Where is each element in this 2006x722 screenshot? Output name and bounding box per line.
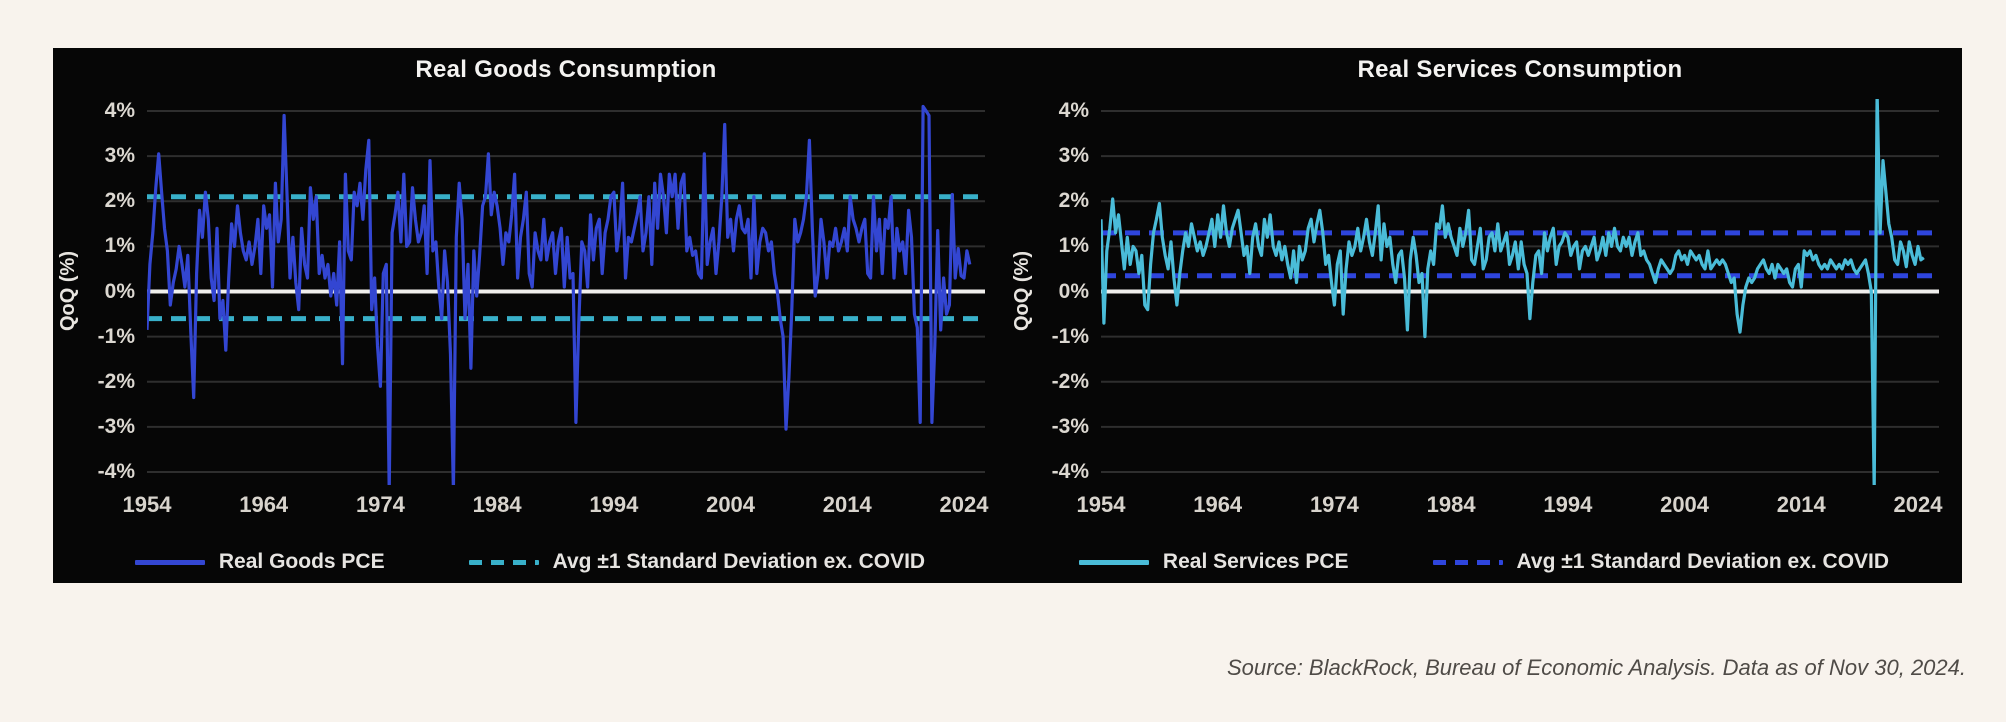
services-plot-area	[1101, 99, 1939, 485]
y-tick-label: -1%	[97, 324, 135, 348]
y-tick-label: 3%	[104, 144, 135, 168]
services-stdev-swatch	[1432, 559, 1503, 565]
legend-item-services-pce: Real Services PCE	[1078, 550, 1349, 574]
x-tick-label: 2014	[1776, 492, 1826, 517]
chart-panel: Real Goods Consumption QoQ (%) Real Good…	[53, 48, 1962, 583]
goods-line-swatch	[134, 559, 205, 565]
x-tick-label: 1994	[589, 492, 639, 517]
x-tick-label: 1984	[1426, 492, 1476, 517]
x-tick-label: 2004	[1660, 492, 1710, 517]
y-tick-label: -1%	[1051, 324, 1089, 348]
source-note: Source: BlackRock, Bureau of Economic An…	[1227, 655, 1966, 680]
y-tick-label: -2%	[97, 369, 135, 393]
x-tick-label: 2024	[939, 492, 989, 517]
x-tick-label: 1954	[122, 492, 172, 517]
y-tick-label: -4%	[1051, 460, 1089, 483]
y-tick-label: 0%	[1058, 279, 1089, 303]
x-tick-label: 1994	[1543, 492, 1593, 517]
y-tick-label: 3%	[1058, 144, 1089, 168]
services-line-swatch	[1078, 559, 1149, 565]
goods-chart: Real Goods Consumption QoQ (%) Real Good…	[53, 48, 1007, 583]
goods-line-label: Real Goods PCE	[218, 550, 385, 573]
goods-stdev-label: Avg ±1 Standard Deviation ex. COVID	[552, 550, 926, 573]
y-tick-label: 0%	[104, 279, 135, 303]
services-line-label: Real Services PCE	[1162, 550, 1349, 573]
x-tick-label: 1974	[1309, 492, 1359, 517]
y-tick-label: 1%	[104, 234, 135, 258]
services-chart: Real Services Consumption QoQ (%) Real S…	[1007, 48, 1961, 583]
y-tick-label: 1%	[1058, 234, 1089, 258]
legend-item-services-stdev: Avg ±1 Standard Deviation ex. COVID	[1432, 550, 1890, 574]
y-tick-label: 2%	[104, 189, 135, 213]
x-tick-label: 1964	[239, 492, 289, 517]
x-tick-label: 2014	[822, 492, 872, 517]
goods-stdev-swatch	[468, 559, 539, 565]
x-tick-label: 1984	[472, 492, 522, 517]
legend-item-goods-pce: Real Goods PCE	[134, 550, 385, 574]
x-tick-label: 1974	[355, 492, 405, 517]
x-tick-label: 1954	[1076, 492, 1126, 517]
x-tick-label: 2024	[1893, 492, 1943, 517]
goods-plot-area	[147, 104, 985, 485]
services-stdev-label: Avg ±1 Standard Deviation ex. COVID	[1516, 550, 1890, 573]
legend-item-goods-stdev: Avg ±1 Standard Deviation ex. COVID	[468, 550, 926, 574]
y-tick-label: 4%	[1058, 99, 1089, 122]
services-chart-title: Real Services Consumption	[1357, 56, 1683, 83]
x-tick-label: 2004	[706, 492, 756, 517]
goods-legend: Real Goods PCE Avg ±1 Standard Deviation…	[53, 550, 1007, 574]
y-tick-label: -3%	[1051, 414, 1089, 438]
series-line	[1101, 99, 1925, 485]
y-tick-label: -4%	[97, 460, 135, 483]
x-tick-label: 1964	[1193, 492, 1243, 517]
y-tick-label: 4%	[104, 99, 135, 122]
goods-chart-title: Real Goods Consumption	[415, 56, 717, 83]
y-tick-label: -2%	[1051, 369, 1089, 393]
series-line	[147, 104, 972, 485]
y-tick-label: -3%	[97, 414, 135, 438]
y-tick-label: 2%	[1058, 189, 1089, 213]
services-legend: Real Services PCE Avg ±1 Standard Deviat…	[1007, 550, 1961, 574]
